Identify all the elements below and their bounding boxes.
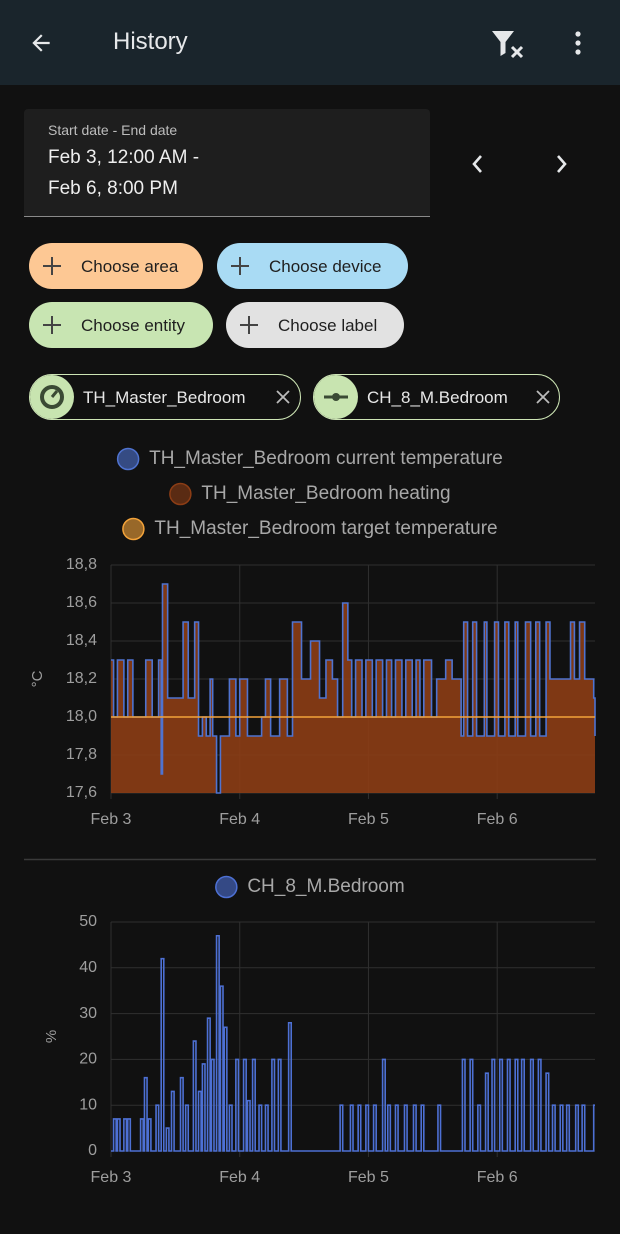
- back-button[interactable]: [28, 30, 54, 56]
- y-tick-label: 17,8: [66, 746, 97, 763]
- y-tick-label: 18,8: [66, 556, 97, 573]
- y-tick-label: 50: [79, 913, 97, 930]
- y-tick-label: 18,2: [66, 670, 97, 687]
- y-tick-label: 18,0: [66, 708, 97, 725]
- remove-button[interactable]: [536, 390, 550, 404]
- page-title: History: [113, 28, 188, 55]
- legend-label: TH_Master_Bedroom current temperature: [149, 448, 503, 469]
- choose-area-chip[interactable]: Choose area: [29, 243, 203, 289]
- chip-label: Choose label: [278, 316, 378, 335]
- x-tick-label: Feb 5: [348, 1169, 389, 1186]
- legend-swatch: [215, 875, 238, 899]
- y-axis-label: °C: [29, 670, 46, 687]
- date-range-label: Start date - End date: [48, 122, 178, 138]
- top-app-bar: History: [0, 0, 620, 85]
- x-tick-label: Feb 3: [91, 811, 132, 828]
- y-tick-label: 0: [88, 1142, 97, 1159]
- legend-swatch: [169, 482, 192, 506]
- selected-device-chip[interactable]: CH_8_M.Bedroom: [313, 374, 560, 420]
- chip-label: Choose entity: [81, 316, 185, 335]
- overflow-menu-button[interactable]: [566, 30, 590, 56]
- selected-entity-chip[interactable]: TH_Master_Bedroom: [29, 374, 301, 420]
- x-tick-label: Feb 3: [91, 1169, 132, 1186]
- y-tick-label: 18,4: [66, 632, 97, 649]
- next-range-button[interactable]: [549, 151, 573, 177]
- x-tick-label: Feb 5: [348, 811, 389, 828]
- date-range-end: Feb 6, 8:00 PM: [48, 178, 178, 199]
- choose-entity-chip[interactable]: Choose entity: [29, 302, 213, 348]
- x-tick-label: Feb 6: [477, 811, 518, 828]
- series-area: [111, 584, 595, 793]
- legend-label: TH_Master_Bedroom heating: [201, 483, 450, 504]
- remove-button[interactable]: [276, 390, 290, 404]
- y-axis-label: %: [43, 1030, 60, 1043]
- chip-label: TH_Master_Bedroom: [83, 388, 246, 407]
- chip-label: Choose area: [81, 257, 179, 276]
- x-tick-label: Feb 4: [219, 811, 260, 828]
- y-tick-label: 10: [79, 1096, 97, 1113]
- x-tick-label: Feb 6: [477, 1169, 518, 1186]
- choose-label-chip[interactable]: Choose label: [226, 302, 404, 348]
- legend-label: CH_8_M.Bedroom: [247, 876, 404, 897]
- y-tick-label: 17,6: [66, 784, 97, 801]
- legend-swatch: [122, 517, 145, 541]
- date-range-picker[interactable]: Start date - End date Feb 3, 12:00 AM - …: [24, 109, 430, 217]
- y-tick-label: 30: [79, 1005, 97, 1022]
- series-line: [111, 934, 595, 1152]
- chip-label: Choose device: [269, 257, 382, 276]
- clear-filter-button[interactable]: [490, 29, 526, 61]
- legend-label: TH_Master_Bedroom target temperature: [154, 518, 497, 539]
- choose-device-chip[interactable]: Choose device: [217, 243, 408, 289]
- y-tick-label: 20: [79, 1051, 97, 1068]
- y-tick-label: 18,6: [66, 594, 97, 611]
- previous-range-button[interactable]: [466, 151, 490, 177]
- legend-swatch: [116, 447, 140, 471]
- y-tick-label: 40: [79, 959, 97, 976]
- date-range-start: Feb 3, 12:00 AM -: [48, 147, 200, 168]
- x-tick-label: Feb 4: [219, 1169, 260, 1186]
- chip-label: CH_8_M.Bedroom: [367, 388, 508, 407]
